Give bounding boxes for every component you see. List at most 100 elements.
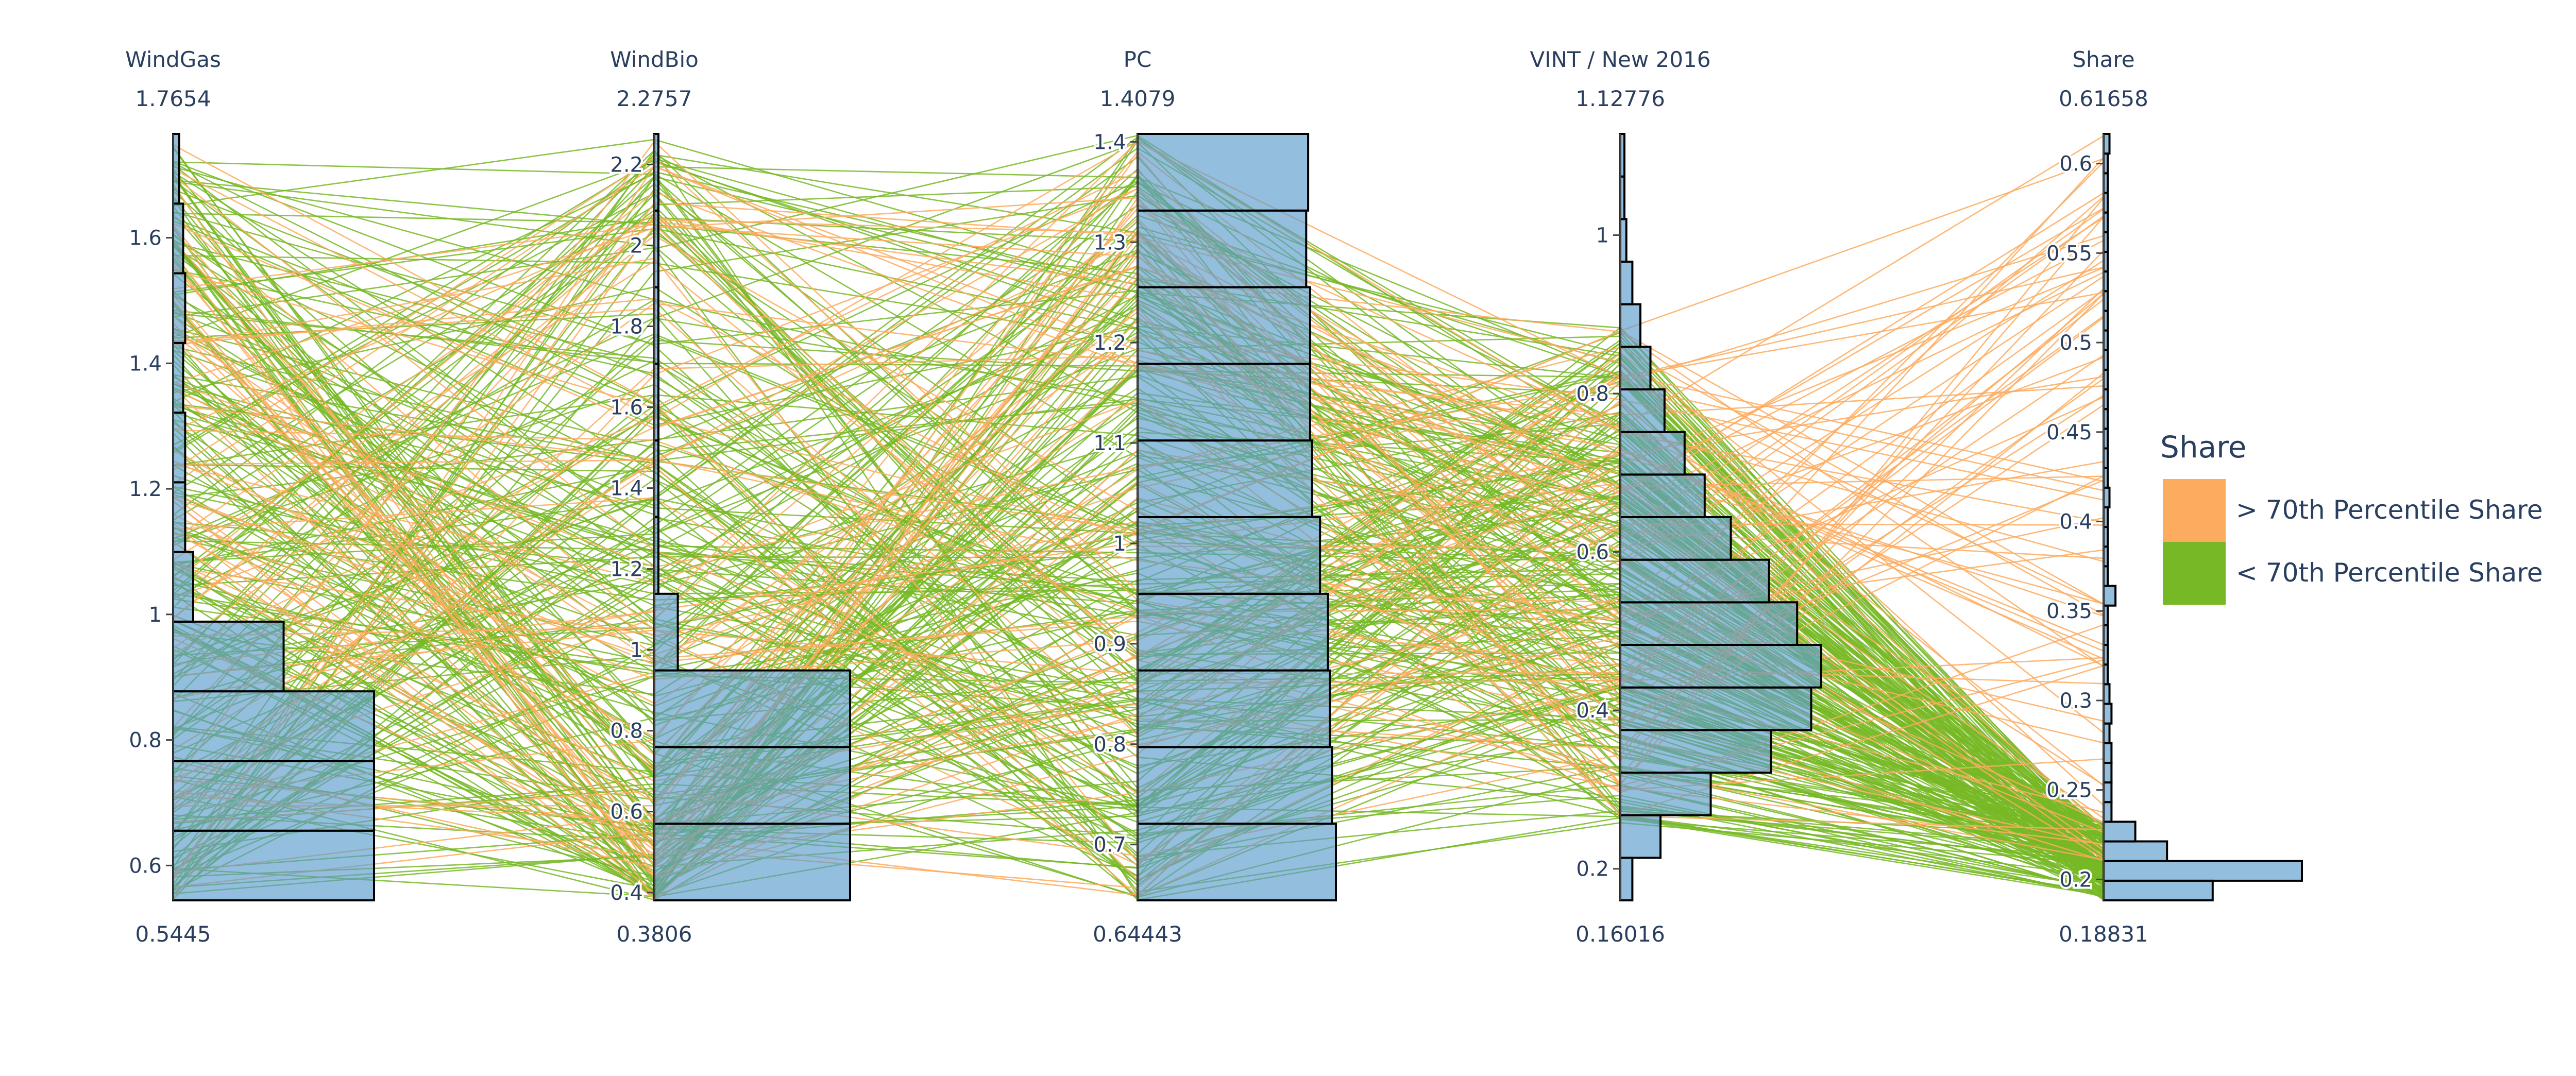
histogram-bar: [172, 690, 375, 762]
tick-label: 0.9: [1093, 633, 1126, 656]
tick-label: 1.4: [129, 352, 162, 375]
tick-label: 1.6: [610, 396, 643, 420]
tick-label: 1: [1113, 532, 1126, 556]
tick-label: 2.2: [610, 153, 643, 177]
tick-label: 0.3: [2059, 689, 2092, 713]
histogram-bar: [1137, 439, 1313, 519]
histogram-bar: [1137, 746, 1333, 825]
histogram-bar: [1619, 644, 1822, 689]
tick-label: 0.7: [1093, 833, 1126, 857]
axes-layer: WindGas 1.7654 0.5445 0.6 0.8 1 1.2 1.4 1.6 WindB…: [125, 47, 2148, 947]
axis-vint-new-2016[interactable]: VINT / New 2016 1.12776 0.16016 0.2 0.4 0.6 0.…: [1530, 47, 1711, 947]
tick-label: 0.4: [2059, 510, 2092, 534]
tick-label: 1.1: [1093, 432, 1126, 455]
histogram-bar: [1619, 814, 1662, 859]
histogram-bar: [2103, 486, 2111, 508]
histogram-bar: [172, 829, 375, 901]
histogram-bar: [2103, 801, 2113, 823]
histogram-bar: [1137, 823, 1337, 901]
histogram-bar: [2103, 133, 2111, 155]
tick-label: 0.55: [2046, 242, 2092, 265]
histogram-bar: [172, 412, 187, 484]
axis-min-label: 0.16016: [1575, 921, 1665, 947]
tick-label: 1.3: [1093, 231, 1126, 254]
tick-label: 0.35: [2046, 600, 2092, 623]
tick-label: 0.25: [2046, 779, 2092, 802]
histogram-bar: [1619, 218, 1628, 263]
axis-max-label: 0.61658: [2059, 86, 2148, 111]
tick-label: 1.4: [610, 477, 643, 501]
histogram-bar: [1619, 601, 1799, 646]
tick-label: 0.8: [1093, 733, 1126, 757]
tick-label: 1: [149, 603, 162, 627]
tick-label: 0.2: [2059, 868, 2092, 892]
histogram-bar: [2103, 722, 2111, 744]
axis-pc[interactable]: PC 1.4079 0.64443 0.7 0.8 0.9 1 1.1 1.2 1.3 1.4: [1091, 47, 1182, 947]
histogram-bar: [172, 272, 187, 344]
histogram-bar: [1619, 516, 1732, 561]
axis-windbio[interactable]: WindBio 2.2757 0.3806 0.4 0.6 0.8 1 1.2 1.4 1.6 1.…: [608, 47, 699, 947]
tick-label: 1.8: [610, 315, 643, 339]
histogram-bar: [653, 746, 851, 825]
histogram-bar: [1619, 431, 1686, 476]
legend-label: > 70th Percentile Share: [2236, 495, 2543, 525]
histogram-bar: [653, 592, 679, 672]
histogram-bar: [172, 341, 184, 414]
histogram-bar: [2103, 761, 2113, 784]
axis-min-label: 0.3806: [617, 921, 692, 947]
legend-swatch: [2163, 542, 2226, 605]
axis-windgas[interactable]: WindGas 1.7654 0.5445 0.6 0.8 1 1.2 1.4 1.6: [125, 47, 221, 947]
histogram-bar: [1619, 772, 1712, 816]
axis-title: WindBio: [610, 47, 699, 72]
axis-title: WindGas: [125, 47, 221, 72]
axis-title: VINT / New 2016: [1530, 47, 1711, 72]
axis-title: Share: [2072, 47, 2134, 72]
histogram-bar: [2103, 585, 2117, 607]
tick-label: 0.45: [2046, 421, 2092, 445]
histogram-bar: [1619, 388, 1666, 433]
histogram-bar: [1619, 473, 1706, 518]
histogram-bar: [172, 620, 285, 693]
axis-min-label: 0.18831: [2059, 921, 2148, 947]
tick-label: 0.2: [1576, 858, 1609, 881]
histogram-bar: [172, 133, 180, 205]
histogram-bar: [2103, 879, 2214, 902]
histogram-bar: [1619, 729, 1772, 774]
legend-swatch: [2163, 479, 2226, 542]
histogram-bar: [1619, 558, 1770, 604]
histogram-bar: [1619, 686, 1812, 731]
histogram-bar: [1137, 592, 1329, 672]
histogram-bar: [2103, 742, 2113, 764]
tick-label: 0.8: [1576, 382, 1609, 406]
histogram-bar: [172, 202, 184, 275]
axis-min-label: 0.64443: [1093, 921, 1182, 947]
tick-label: 0.4: [610, 881, 643, 905]
legend-label: < 70th Percentile Share: [2236, 558, 2543, 588]
axis-max-label: 1.12776: [1575, 86, 1665, 111]
histogram-bar: [1137, 133, 1310, 212]
axis-max-label: 2.2757: [617, 86, 692, 111]
histogram-bar: [2103, 781, 2113, 804]
histogram-bar: [2103, 683, 2111, 705]
histogram-bar: [2103, 703, 2113, 725]
tick-label: 1.2: [610, 558, 643, 582]
histogram-bar: [1137, 669, 1331, 748]
histogram-bar: [1137, 209, 1308, 288]
histogram-bar: [1137, 516, 1321, 595]
tick-label: 1: [1596, 224, 1609, 247]
axis-min-label: 0.5445: [135, 921, 211, 947]
axis-max-label: 1.7654: [135, 86, 211, 111]
legend-title: Share: [2160, 430, 2246, 465]
axis-title: PC: [1124, 47, 1152, 72]
tick-label: 2: [630, 234, 643, 258]
histogram-bar: [1619, 857, 1634, 902]
histogram-bar: [1137, 363, 1311, 442]
histogram-bar: [653, 669, 851, 748]
histogram-bar: [172, 551, 194, 623]
histogram-bar: [1619, 303, 1641, 348]
tick-label: 0.6: [129, 854, 162, 878]
axis-share[interactable]: Share 0.61658 0.18831 0.2 0.25 0.3 0.35 0.4 0.45…: [2044, 47, 2148, 947]
histogram-bar: [2103, 821, 2137, 843]
tick-label: 1.2: [1093, 331, 1126, 355]
